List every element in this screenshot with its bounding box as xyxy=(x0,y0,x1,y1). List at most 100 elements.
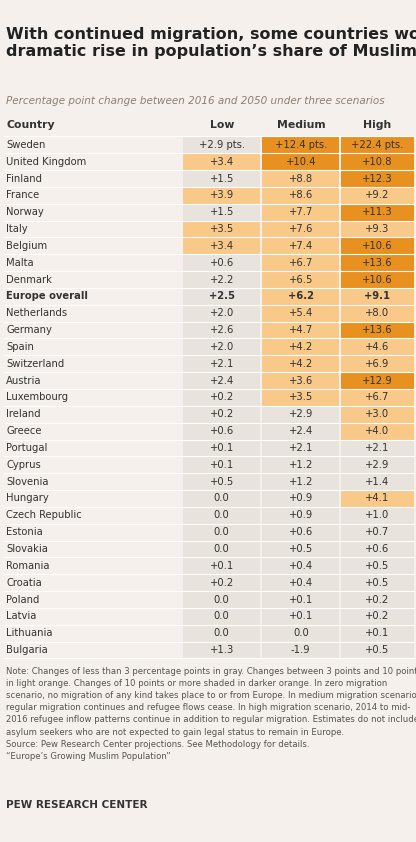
Bar xyxy=(183,591,260,608)
Bar xyxy=(183,288,260,305)
Bar xyxy=(341,557,414,574)
Text: Romania: Romania xyxy=(6,561,50,571)
Bar xyxy=(341,136,414,153)
Text: +4.1: +4.1 xyxy=(365,493,390,504)
Bar xyxy=(183,237,260,254)
Text: +0.5: +0.5 xyxy=(289,544,313,554)
Text: France: France xyxy=(6,190,40,200)
Text: +0.6: +0.6 xyxy=(365,544,390,554)
Text: +8.6: +8.6 xyxy=(289,190,313,200)
Text: +10.4: +10.4 xyxy=(285,157,316,167)
Text: +0.2: +0.2 xyxy=(210,578,234,588)
Bar xyxy=(341,187,414,204)
Bar xyxy=(183,170,260,187)
Text: Slovakia: Slovakia xyxy=(6,544,48,554)
Bar xyxy=(341,322,414,338)
Text: +2.4: +2.4 xyxy=(210,376,234,386)
Text: +6.5: +6.5 xyxy=(289,274,313,285)
Text: +1.2: +1.2 xyxy=(289,477,313,487)
Bar xyxy=(262,574,339,591)
Text: Finland: Finland xyxy=(6,173,42,184)
Text: Germany: Germany xyxy=(6,325,52,335)
Text: +3.0: +3.0 xyxy=(366,409,389,419)
Bar xyxy=(341,440,414,456)
Bar xyxy=(262,557,339,574)
Bar xyxy=(262,372,339,389)
Text: +2.9 pts.: +2.9 pts. xyxy=(199,140,245,150)
Text: Country: Country xyxy=(6,120,55,131)
Text: Austria: Austria xyxy=(6,376,42,386)
Text: +2.1: +2.1 xyxy=(210,359,234,369)
Bar xyxy=(262,524,339,541)
Bar xyxy=(183,305,260,322)
Text: +0.6: +0.6 xyxy=(289,527,313,537)
Text: +2.9: +2.9 xyxy=(289,409,313,419)
Text: +2.0: +2.0 xyxy=(210,308,234,318)
Bar xyxy=(262,204,339,221)
Bar xyxy=(341,221,414,237)
Text: +0.1: +0.1 xyxy=(210,443,234,453)
Text: +6.2: +6.2 xyxy=(288,291,314,301)
Text: +0.2: +0.2 xyxy=(365,594,390,605)
Bar xyxy=(341,271,414,288)
Bar xyxy=(183,372,260,389)
Bar xyxy=(341,355,414,372)
Text: +0.6: +0.6 xyxy=(210,426,234,436)
Bar xyxy=(183,254,260,271)
Text: Lithuania: Lithuania xyxy=(6,628,53,638)
Text: With continued migration, some countries would see
dramatic rise in population’s: With continued migration, some countries… xyxy=(6,27,416,59)
Text: +0.1: +0.1 xyxy=(289,611,313,621)
Bar xyxy=(341,372,414,389)
Bar xyxy=(262,305,339,322)
Bar xyxy=(262,338,339,355)
Bar xyxy=(262,608,339,625)
Bar xyxy=(341,237,414,254)
Bar xyxy=(183,153,260,170)
Bar xyxy=(262,541,339,557)
Bar xyxy=(183,406,260,423)
Bar xyxy=(341,541,414,557)
Text: +7.7: +7.7 xyxy=(289,207,313,217)
Text: +6.7: +6.7 xyxy=(365,392,390,402)
Text: +0.9: +0.9 xyxy=(289,510,313,520)
Text: +3.5: +3.5 xyxy=(289,392,313,402)
Bar xyxy=(183,642,260,658)
Bar xyxy=(183,524,260,541)
Bar xyxy=(341,389,414,406)
Bar xyxy=(183,490,260,507)
Text: +2.6: +2.6 xyxy=(210,325,234,335)
Text: Denmark: Denmark xyxy=(6,274,52,285)
Text: +4.2: +4.2 xyxy=(289,342,313,352)
Text: Belgium: Belgium xyxy=(6,241,47,251)
Text: +2.1: +2.1 xyxy=(289,443,313,453)
Text: +0.1: +0.1 xyxy=(365,628,390,638)
Text: +0.2: +0.2 xyxy=(210,409,234,419)
Text: Note: Changes of less than 3 percentage points in gray. Changes between 3 points: Note: Changes of less than 3 percentage … xyxy=(6,667,416,761)
Text: +10.6: +10.6 xyxy=(362,241,393,251)
Bar xyxy=(341,288,414,305)
Bar xyxy=(341,456,414,473)
Text: Cyprus: Cyprus xyxy=(6,460,41,470)
Bar xyxy=(262,642,339,658)
Text: +5.4: +5.4 xyxy=(289,308,313,318)
Text: Croatia: Croatia xyxy=(6,578,42,588)
Bar xyxy=(341,625,414,642)
Text: Czech Republic: Czech Republic xyxy=(6,510,82,520)
Text: Bulgaria: Bulgaria xyxy=(6,645,48,655)
Text: +2.5: +2.5 xyxy=(209,291,235,301)
Text: +9.2: +9.2 xyxy=(365,190,390,200)
Text: +0.2: +0.2 xyxy=(365,611,390,621)
Text: +8.8: +8.8 xyxy=(289,173,313,184)
Bar xyxy=(341,305,414,322)
Bar xyxy=(262,625,339,642)
Text: 0.0: 0.0 xyxy=(214,628,230,638)
Bar xyxy=(183,473,260,490)
Text: +3.6: +3.6 xyxy=(289,376,313,386)
Bar xyxy=(183,355,260,372)
Text: +0.7: +0.7 xyxy=(365,527,390,537)
Text: +0.2: +0.2 xyxy=(210,392,234,402)
Text: Norway: Norway xyxy=(6,207,44,217)
Text: +3.5: +3.5 xyxy=(210,224,234,234)
Bar xyxy=(262,136,339,153)
Bar xyxy=(183,423,260,440)
